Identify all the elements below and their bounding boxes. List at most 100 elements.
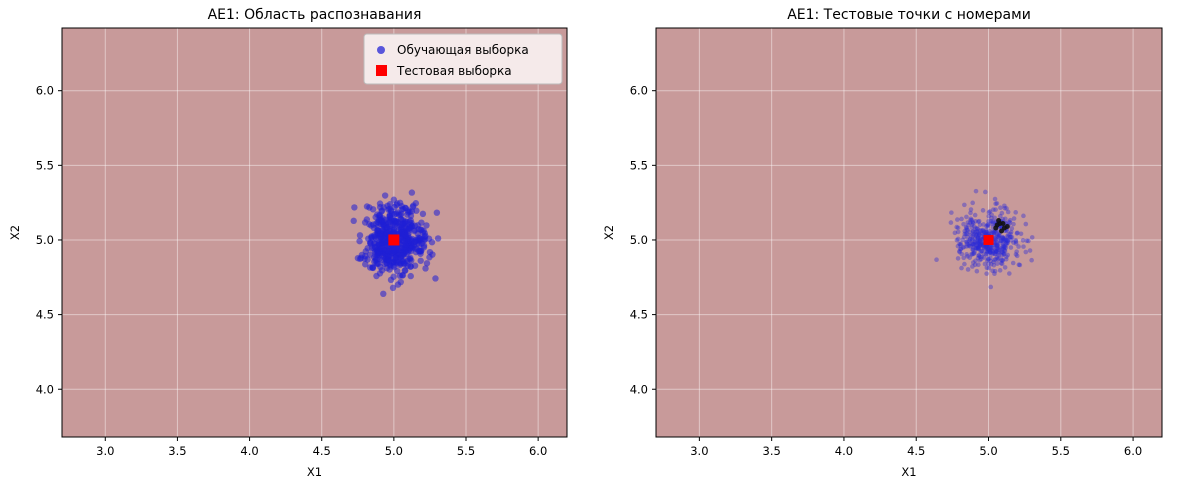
data-point [974, 245, 980, 251]
data-point [959, 251, 965, 257]
data-point [976, 246, 982, 251]
data-point [986, 247, 992, 253]
data-point [990, 245, 995, 251]
data-point [375, 216, 383, 224]
data-point [989, 215, 994, 221]
data-point [434, 235, 442, 242]
data-point [992, 268, 998, 274]
x-tick-label: 3.5 [763, 444, 781, 458]
data-point [393, 200, 401, 207]
x-tick-label: 4.0 [835, 444, 853, 458]
data-point [394, 281, 402, 288]
legend-label: Обучающая выборка [397, 43, 529, 57]
data-point [967, 220, 973, 225]
data-point [967, 229, 972, 235]
data-point [976, 232, 982, 237]
data-point [1003, 241, 1009, 247]
y-tick-label: 6.0 [630, 84, 648, 98]
data-point [994, 243, 1000, 248]
data-point [1002, 244, 1008, 249]
data-point [367, 222, 375, 229]
data-point [957, 249, 962, 255]
data-point [986, 213, 992, 219]
data-point [997, 233, 1002, 239]
data-point [390, 247, 397, 255]
x-tick-label: 4.0 [240, 444, 258, 458]
data-point [973, 226, 978, 231]
data-point [1001, 245, 1007, 250]
data-point [970, 221, 976, 226]
data-point [420, 227, 427, 235]
data-point [992, 251, 998, 257]
data-point [1011, 221, 1016, 227]
data-point [1003, 238, 1008, 243]
y-tick-label: 5.0 [36, 233, 54, 247]
data-point [1004, 254, 1009, 260]
data-point [984, 244, 990, 249]
data-point [998, 213, 1003, 219]
data-point [973, 246, 979, 251]
data-point [405, 230, 412, 237]
data-point [985, 252, 991, 257]
data-point [389, 284, 397, 292]
data-point [1002, 205, 1008, 211]
data-point [988, 250, 993, 256]
data-point [973, 188, 979, 194]
chart-title: AE1: Тестовые точки с номерами [787, 7, 1031, 23]
data-point [961, 255, 967, 261]
data-point [999, 247, 1005, 252]
data-point [965, 222, 971, 228]
data-point [993, 207, 998, 212]
data-point [992, 236, 998, 242]
data-point [975, 238, 980, 244]
data-point [955, 229, 961, 235]
data-point [1003, 256, 1009, 262]
data-point [994, 242, 1000, 248]
data-point [992, 215, 997, 221]
data-point [955, 236, 961, 242]
data-point [970, 228, 976, 234]
data-point [396, 272, 404, 279]
data-point [970, 247, 976, 252]
data-point [980, 237, 985, 242]
data-point [992, 196, 998, 202]
data-point [990, 220, 996, 225]
data-point [969, 217, 975, 223]
data-point [974, 229, 979, 235]
data-point [986, 231, 992, 236]
data-point [970, 229, 976, 235]
x-tick-label: 5.0 [385, 444, 403, 458]
data-point [975, 245, 981, 251]
data-point [965, 220, 971, 225]
data-point [975, 244, 981, 250]
data-point [975, 246, 981, 251]
data-point [977, 243, 983, 249]
data-point [962, 261, 967, 267]
data-point [411, 227, 418, 235]
data-point [392, 210, 400, 217]
data-point [971, 242, 976, 248]
data-point [973, 219, 978, 224]
data-point [969, 225, 975, 230]
axes-border [655, 27, 1163, 438]
data-point [1014, 231, 1020, 236]
data-point [996, 234, 1001, 239]
data-point [378, 245, 386, 252]
data-point [988, 261, 994, 267]
data-point [978, 242, 983, 248]
y-tick-label: 4.5 [36, 308, 54, 322]
data-point [969, 252, 974, 257]
data-point [992, 251, 998, 257]
data-point [984, 229, 989, 235]
plot-area [656, 28, 1162, 437]
data-point [1001, 236, 1007, 242]
x-axis-label: X1 [307, 465, 322, 479]
data-point [989, 246, 994, 251]
data-point [1005, 234, 1011, 240]
data-point [1011, 216, 1017, 221]
data-point [408, 189, 416, 196]
data-point [402, 241, 409, 248]
data-point [991, 262, 997, 268]
data-point [350, 217, 357, 225]
data-point [982, 261, 988, 267]
